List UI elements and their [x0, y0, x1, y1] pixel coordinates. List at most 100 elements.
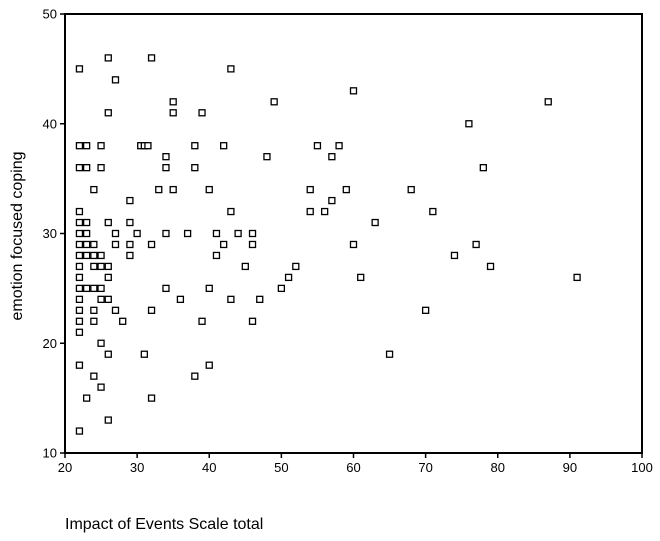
- data-point: [248, 317, 257, 325]
- data-point: [162, 284, 170, 293]
- data-point: [75, 240, 84, 249]
- data-point: [472, 240, 480, 249]
- data-point: [162, 163, 170, 172]
- data-point: [126, 240, 134, 249]
- data-point: [90, 240, 98, 249]
- data-point: [147, 240, 156, 249]
- y-tick-label: 30: [43, 226, 57, 241]
- x-tick-label: 70: [418, 460, 432, 475]
- data-point: [284, 273, 293, 282]
- data-point: [162, 153, 170, 161]
- data-point: [306, 207, 314, 216]
- data-point: [205, 284, 213, 293]
- data-point: [479, 163, 487, 172]
- data-point: [191, 142, 199, 150]
- data-point: [104, 416, 112, 424]
- data-point: [82, 284, 91, 293]
- data-point: [75, 163, 84, 172]
- data-point: [292, 262, 300, 271]
- data-point: [104, 350, 112, 358]
- data-point: [75, 262, 84, 271]
- data-point: [227, 295, 235, 304]
- data-point: [349, 240, 358, 249]
- data-point: [75, 229, 84, 238]
- data-point: [140, 350, 148, 358]
- data-point: [306, 185, 314, 194]
- data-point: [465, 120, 473, 128]
- data-point: [111, 306, 120, 314]
- data-point: [82, 142, 91, 150]
- data-point: [191, 372, 199, 380]
- data-point: [205, 361, 213, 369]
- data-point: [82, 163, 91, 172]
- data-point: [75, 306, 84, 314]
- data-point: [104, 54, 112, 62]
- data-point: [198, 317, 206, 325]
- data-point: [328, 196, 336, 205]
- data-point: [147, 394, 156, 402]
- data-point: [104, 109, 112, 117]
- data-point: [220, 240, 228, 249]
- data-point: [220, 142, 228, 150]
- data-point: [176, 295, 185, 304]
- data-point: [169, 185, 177, 194]
- data-point: [90, 317, 98, 325]
- data-point: [183, 229, 192, 238]
- y-tick-label: 40: [43, 116, 57, 131]
- data-point: [75, 328, 84, 336]
- data-point: [198, 109, 206, 117]
- data-point: [104, 295, 112, 304]
- data-point: [371, 218, 379, 227]
- data-point: [227, 207, 235, 216]
- data-point: [133, 229, 141, 238]
- data-point: [263, 153, 271, 161]
- data-point: [82, 394, 91, 402]
- data-point: [75, 427, 84, 435]
- data-point: [342, 185, 350, 194]
- data-point: [111, 240, 120, 249]
- x-tick-label: 20: [58, 460, 72, 475]
- data-point: [97, 383, 105, 391]
- plot-frame: [64, 13, 643, 454]
- data-point: [82, 229, 91, 238]
- data-points: [75, 54, 581, 435]
- data-point: [486, 262, 495, 271]
- data-point: [82, 240, 91, 249]
- data-point: [241, 262, 249, 271]
- data-point: [75, 251, 84, 260]
- data-point: [97, 251, 105, 260]
- data-point: [97, 295, 105, 304]
- data-point: [349, 87, 358, 95]
- data-point: [90, 306, 98, 314]
- data-point: [429, 207, 437, 216]
- data-point: [421, 306, 430, 314]
- data-point: [82, 251, 91, 260]
- data-point: [155, 185, 163, 194]
- y-tick-label: 50: [43, 7, 57, 22]
- data-point: [97, 262, 105, 271]
- data-point: [335, 142, 343, 150]
- x-axis-title: Impact of Events Scale total: [65, 516, 263, 533]
- x-tick-label: 30: [130, 460, 144, 475]
- data-point: [90, 262, 98, 271]
- data-point: [450, 251, 459, 260]
- data-point: [104, 262, 112, 271]
- data-point: [90, 185, 98, 194]
- y-axis-title: emotion focused coping: [9, 152, 26, 321]
- data-point: [97, 284, 105, 293]
- data-point: [75, 295, 84, 304]
- data-point: [385, 350, 394, 358]
- data-point: [313, 142, 322, 150]
- data-point: [191, 163, 199, 172]
- data-point: [227, 65, 235, 73]
- data-point: [357, 273, 365, 282]
- data-point: [75, 207, 84, 216]
- data-point: [111, 76, 120, 84]
- data-point: [270, 98, 278, 106]
- data-point: [75, 142, 84, 150]
- data-point: [82, 218, 91, 227]
- data-point: [212, 251, 221, 260]
- data-point: [97, 163, 105, 172]
- data-point: [90, 372, 98, 380]
